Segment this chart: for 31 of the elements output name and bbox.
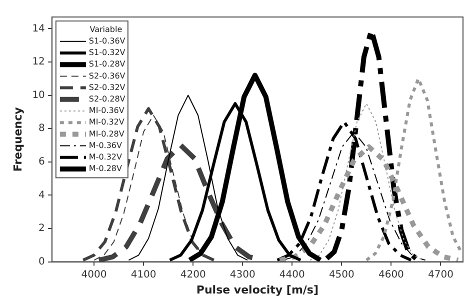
y-tick-label: 8 [38,123,45,134]
y-tick-label: 12 [32,56,45,68]
legend-label: S2-0.28V [88,94,126,104]
x-axis-title: Pulse velocity [m/s] [196,283,319,296]
legend-label: MI-0.36V [88,106,125,116]
y-tick-label: 0 [38,256,45,268]
x-tick-label: 4100 [130,269,156,280]
legend-label: S1-0.32V [88,48,126,58]
legend-title: Variable [90,24,122,34]
y-axis-title: Frequency [11,107,24,172]
legend-label: S1-0.36V [88,36,126,46]
x-tick-label: 4000 [81,269,107,280]
y-tick-label: 2 [38,223,45,234]
legend-label: MI-0.32V [88,118,125,127]
x-tick-label: 4400 [279,269,305,280]
x-tick-label: 4200 [180,269,206,280]
y-tick-label: 10 [32,90,45,101]
y-tick-label: 4 [38,190,45,201]
legend-label: S2-0.32V [88,82,126,92]
x-tick-label: 4300 [230,269,256,280]
y-tick-label: 14 [32,23,45,34]
x-tick-label: 4500 [328,269,354,280]
legend-label: M-0.36V [88,140,123,150]
y-tick-label: 6 [38,156,45,168]
legend-label: MI-0.28V [88,129,125,138]
legend-label: S2-0.36V [88,71,126,80]
legend-label: M-0.32V [88,152,123,162]
x-tick-label: 4700 [428,269,454,280]
legend-label: S1-0.28V [88,60,126,69]
legend-label: M-0.28V [88,164,123,174]
x-tick-label: 4600 [378,269,404,280]
